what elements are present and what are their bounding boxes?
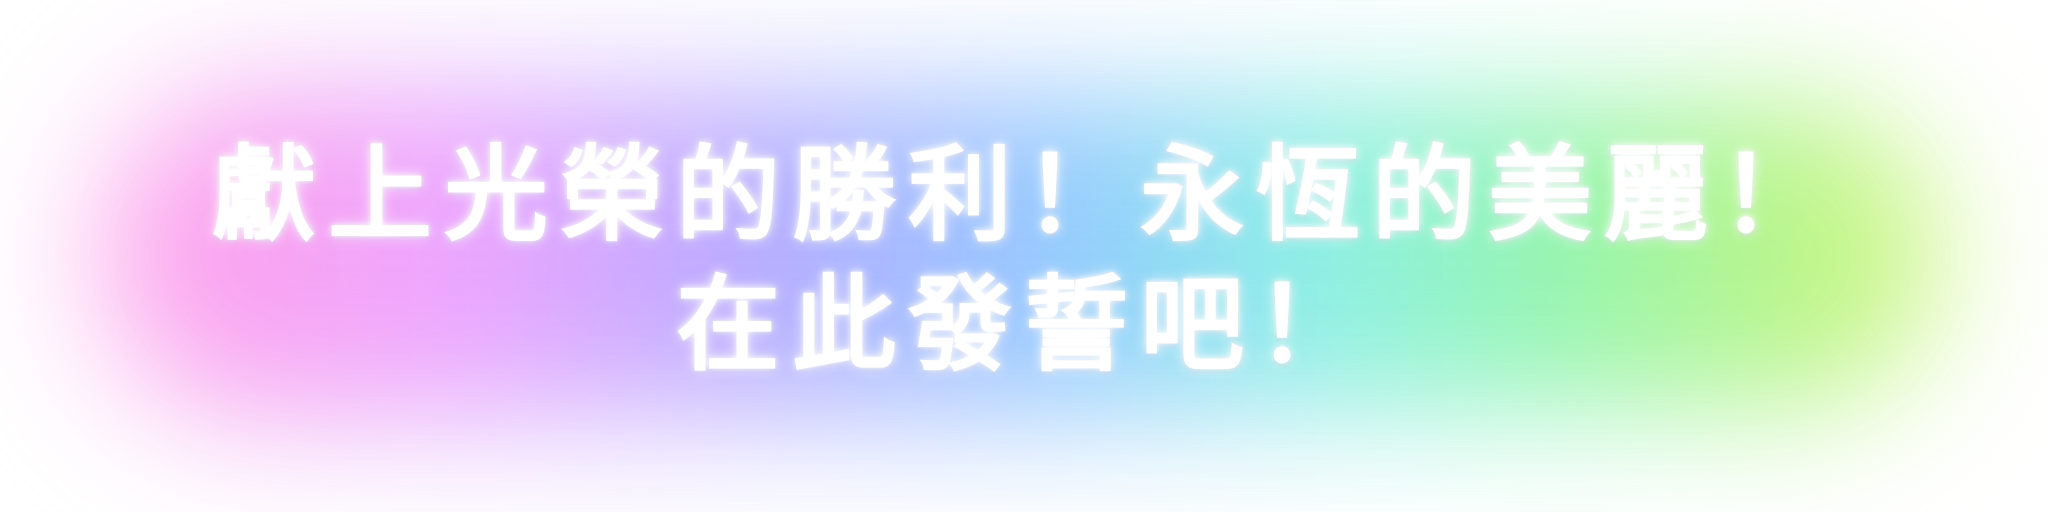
rainbow-glow <box>130 115 1920 395</box>
banner-headline: 獻上光榮的勝利！永恆的美麗！ 在此發誓吧！ <box>0 130 2048 390</box>
headline-line-1: 獻上光榮的勝利！永恆的美麗！ <box>211 134 1836 256</box>
headline-line-2: 在此發誓吧！ <box>675 264 1372 386</box>
